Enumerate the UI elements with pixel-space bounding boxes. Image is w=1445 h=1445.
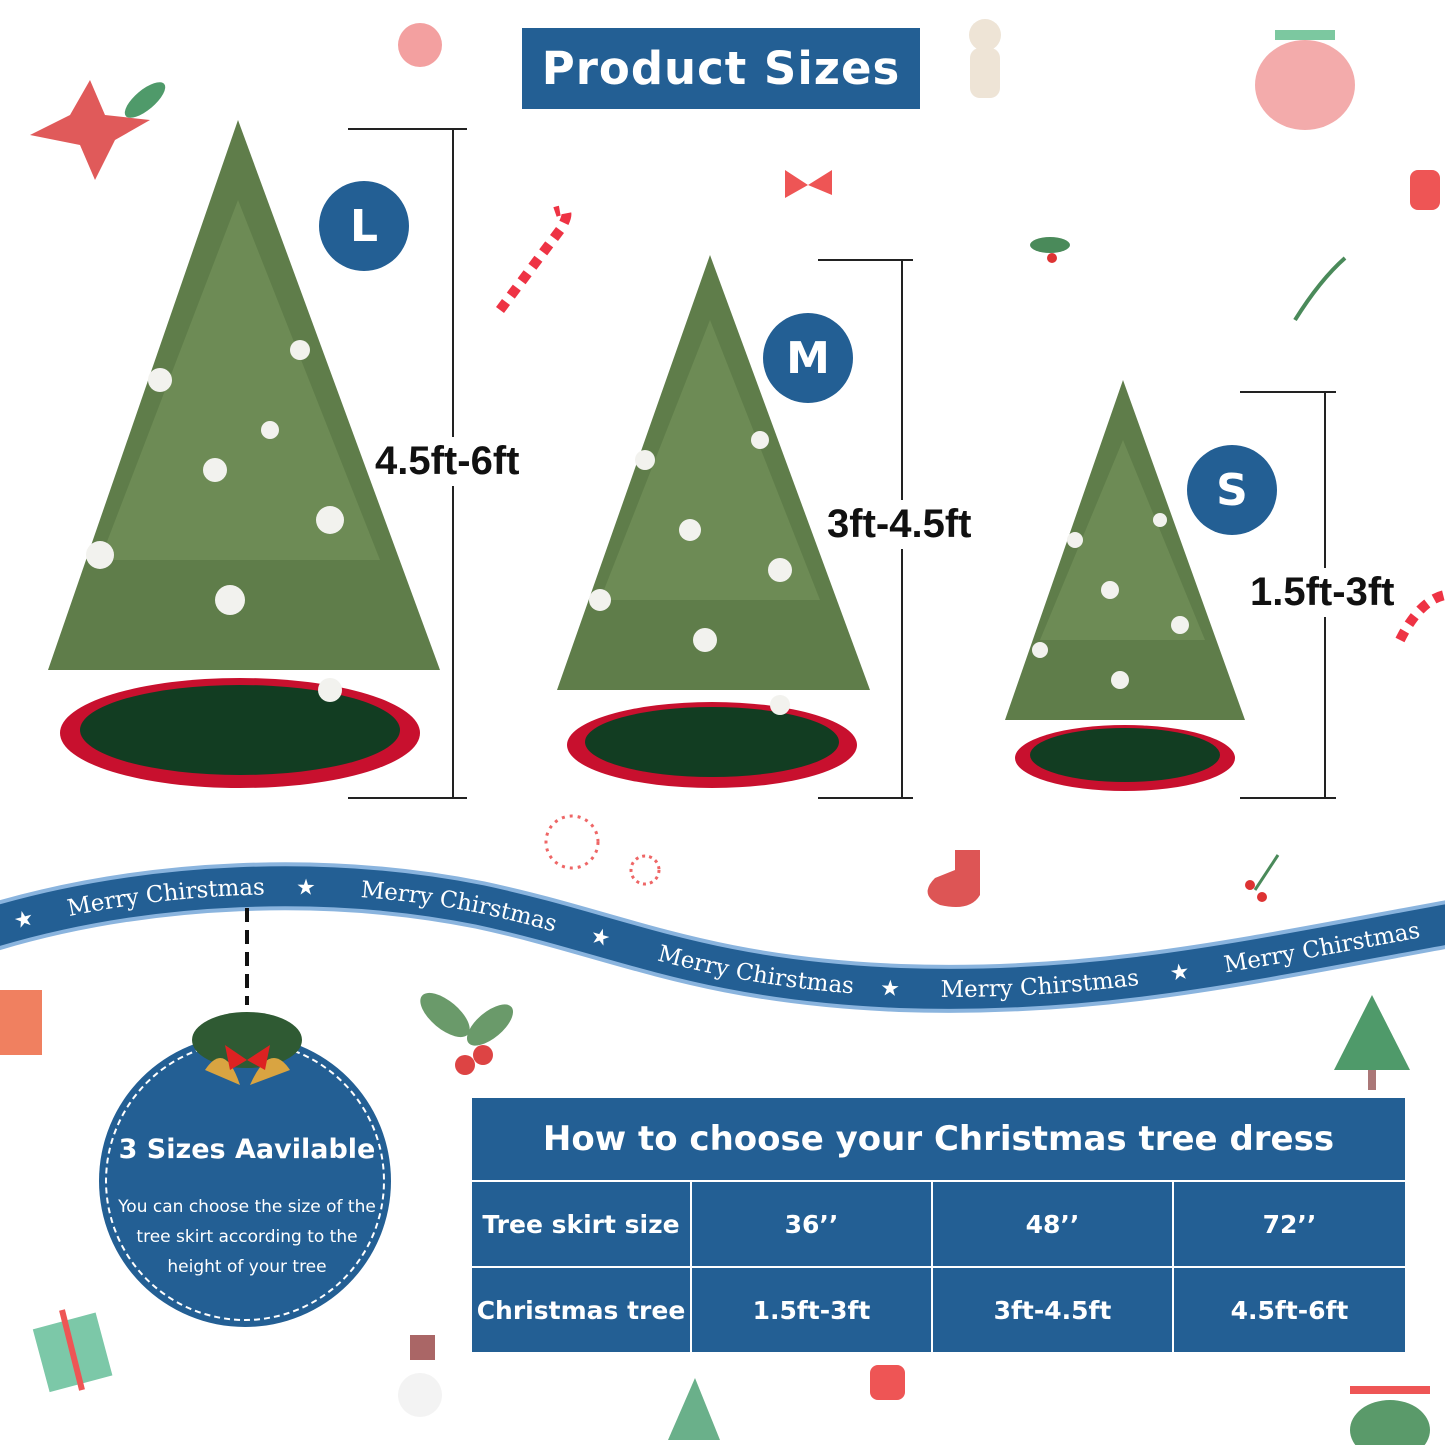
- bow-icon: [785, 170, 832, 198]
- tree-small: [1005, 380, 1245, 791]
- candy-cane-icon: [1395, 590, 1445, 643]
- badge-title: 3 Sizes Aavilable: [118, 1134, 376, 1165]
- mitten-icon: [1410, 170, 1440, 210]
- ornament-icon: [398, 23, 442, 67]
- tree-large: [48, 120, 440, 788]
- gift-icon: [0, 990, 42, 1055]
- size-badge-m: M: [763, 313, 853, 403]
- badge-text: You can choose the size of the tree skir…: [118, 1197, 376, 1277]
- sizes-badge: [99, 1035, 391, 1327]
- holly-icon: [1030, 237, 1070, 263]
- height-label-l: 4.5ft-6ft: [375, 437, 520, 486]
- star-icon: ★: [296, 875, 316, 900]
- row-label: Christmas tree: [472, 1268, 690, 1352]
- height-label-m: 3ft-4.5ft: [827, 500, 972, 549]
- gingerbread-icon: [969, 19, 1001, 98]
- berries-icon: [1245, 854, 1280, 902]
- snowflake-icon: [544, 814, 661, 886]
- tree-medium: [557, 255, 870, 788]
- star-icon: ★: [880, 976, 901, 1002]
- svg-text:★: ★: [296, 875, 316, 900]
- gift-icon: [32, 1309, 113, 1393]
- table-cell: 3ft-4.5ft: [933, 1268, 1172, 1352]
- table-title: How to choose your Christmas tree dress: [472, 1098, 1405, 1180]
- small-tree-icon: [668, 1378, 720, 1440]
- table-cell: 4.5ft-6ft: [1174, 1268, 1405, 1352]
- small-tree-icon: [1334, 995, 1410, 1090]
- stocking-icon: [927, 850, 980, 908]
- table-cell: 48’’: [933, 1182, 1172, 1266]
- merry-christmas-ribbon: Merry Chirstmas Merry Chirstmas Merry Ch…: [0, 874, 1445, 1002]
- bells-icon: [192, 1012, 302, 1085]
- page-title: Product Sizes: [522, 28, 920, 109]
- svg-text:★: ★: [880, 976, 901, 1002]
- size-badge-l: L: [319, 181, 409, 271]
- size-badge-s: S: [1187, 445, 1277, 535]
- candy-cane-icon: [496, 205, 572, 313]
- gift-ornament-icon: [1255, 30, 1355, 130]
- mitten-icon: [870, 1365, 905, 1400]
- row-label: Tree skirt size: [472, 1182, 690, 1266]
- height-label-s: 1.5ft-3ft: [1250, 568, 1395, 617]
- poinsettia-icon: [30, 80, 166, 180]
- star-icon: ★: [1168, 959, 1191, 987]
- snowman-icon: [398, 1335, 442, 1417]
- gift-ornament-icon: [1350, 1386, 1430, 1445]
- table-cell: 36’’: [692, 1182, 931, 1266]
- holly-icon: [420, 992, 514, 1075]
- branch-icon: [1293, 256, 1347, 322]
- table-cell: 1.5ft-3ft: [692, 1268, 931, 1352]
- svg-text:★: ★: [1168, 959, 1191, 987]
- table-cell: 72’’: [1174, 1182, 1405, 1266]
- size-table: How to choose your Christmas tree dress …: [472, 1098, 1405, 1352]
